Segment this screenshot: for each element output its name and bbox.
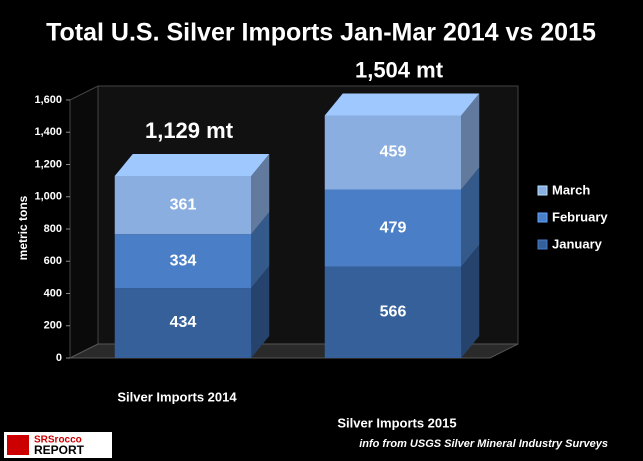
bar bbox=[324, 189, 462, 267]
y-tick-label: 1,000 bbox=[34, 191, 62, 203]
bar bbox=[324, 266, 462, 358]
bar-side bbox=[461, 93, 480, 190]
y-tick-label: 600 bbox=[44, 255, 62, 267]
y-tick-label: 1,200 bbox=[34, 158, 62, 170]
y-tick-label: 400 bbox=[44, 287, 62, 299]
legend-label: February bbox=[552, 209, 608, 224]
bar bbox=[114, 175, 252, 235]
bar-side bbox=[461, 167, 480, 267]
y-tick-label: 200 bbox=[44, 320, 62, 332]
legend-label: March bbox=[552, 182, 590, 197]
bar-top bbox=[114, 153, 270, 176]
x-tick-label: Silver Imports 2015 bbox=[337, 415, 456, 430]
bar-side bbox=[251, 266, 270, 358]
side-wall bbox=[69, 85, 99, 359]
y-tick-label: 1,400 bbox=[34, 126, 62, 138]
value-label: 334 bbox=[170, 252, 197, 269]
bar-top bbox=[324, 93, 480, 116]
bar bbox=[114, 288, 252, 358]
source-note: info from USGS Silver Mineral Industry S… bbox=[359, 438, 608, 450]
value-label: 361 bbox=[170, 196, 197, 213]
legend-swatch bbox=[537, 185, 548, 196]
value-label: 566 bbox=[380, 304, 407, 321]
y-tick-label: 800 bbox=[44, 223, 62, 235]
chart-title: Total U.S. Silver Imports Jan-Mar 2014 v… bbox=[46, 19, 596, 47]
logo-icon bbox=[7, 435, 29, 455]
legend-label: January bbox=[552, 236, 603, 251]
bar bbox=[324, 115, 462, 190]
value-label: 479 bbox=[380, 219, 407, 236]
bar-side bbox=[251, 212, 270, 289]
bar bbox=[114, 234, 252, 289]
y-axis-label: metric tons bbox=[16, 195, 30, 260]
y-tick-label: 0 bbox=[56, 352, 62, 364]
total-label: 1,129 mt bbox=[145, 118, 234, 143]
y-tick-label: 1,600 bbox=[34, 94, 62, 106]
bar-side bbox=[251, 153, 270, 235]
logo-text: REPORT bbox=[34, 443, 85, 457]
x-tick-label: Silver Imports 2014 bbox=[117, 389, 237, 404]
bar-side bbox=[461, 244, 480, 358]
value-label: 434 bbox=[170, 314, 197, 331]
value-label: 459 bbox=[380, 144, 407, 161]
total-label: 1,504 mt bbox=[355, 57, 444, 82]
legend-swatch bbox=[537, 212, 548, 223]
logo-text: SRSrocco bbox=[34, 435, 82, 446]
legend-swatch bbox=[537, 239, 548, 250]
